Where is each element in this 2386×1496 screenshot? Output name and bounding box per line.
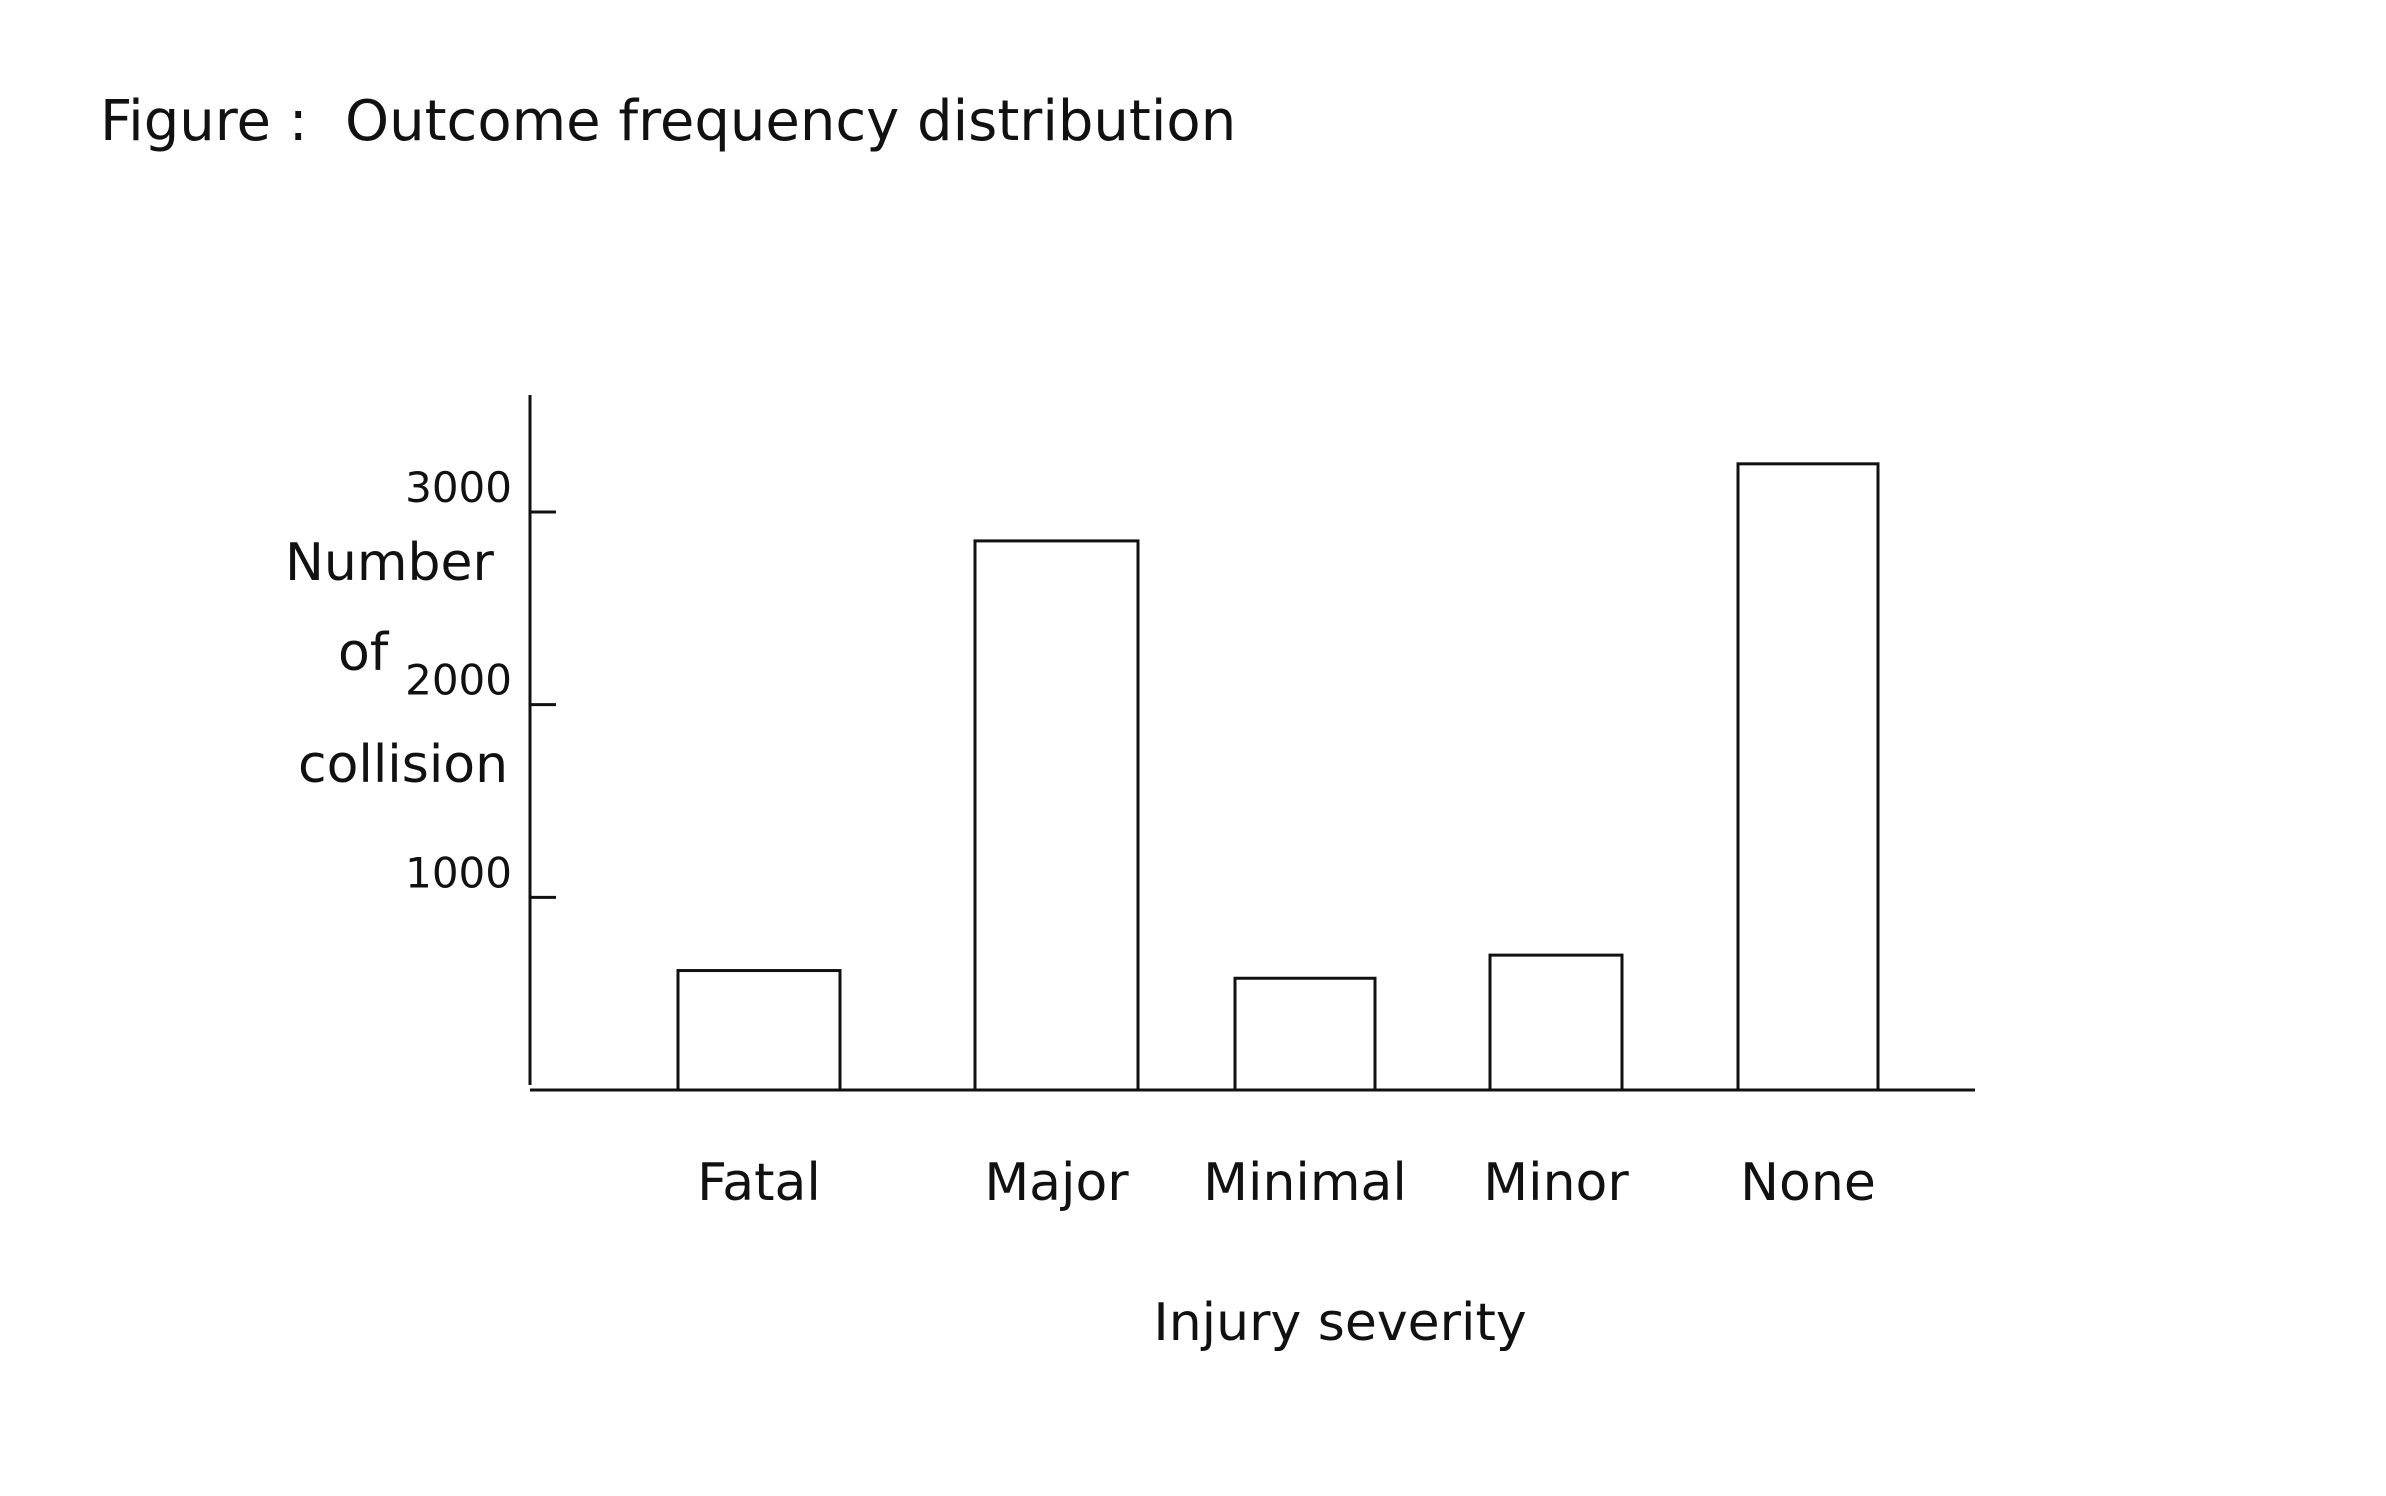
- y-tick-label: 1000: [405, 848, 512, 897]
- axes: [528, 395, 1975, 1092]
- y-axis-label-line: collision: [298, 735, 508, 795]
- bar-fatal: [676, 969, 842, 1092]
- category-label-none: None: [1740, 1153, 1876, 1213]
- y-tick-label: 3000: [405, 463, 512, 512]
- chart-title: Outcome frequency distribution: [345, 89, 1236, 154]
- category-label-minimal: Minimal: [1203, 1153, 1407, 1213]
- bar-minimal: [1233, 976, 1377, 1092]
- y-tick-label: 2000: [405, 656, 512, 705]
- category-labels: Fatal Major Minimal Minor None: [697, 1153, 1876, 1213]
- y-axis-label-line: of: [338, 623, 390, 683]
- bar-major: [973, 539, 1140, 1092]
- bar-none: [1736, 462, 1880, 1092]
- bars: [676, 462, 1880, 1092]
- x-axis-label: Injury severity: [1153, 1293, 1526, 1353]
- category-label-major: Major: [984, 1153, 1129, 1213]
- figure-prefix: Figure :: [100, 89, 308, 154]
- bar-minor: [1488, 953, 1624, 1092]
- y-ticks: 1000 2000 3000: [405, 463, 556, 899]
- category-label-fatal: Fatal: [697, 1153, 821, 1213]
- figure-title: Figure : Outcome frequency distribution: [100, 89, 1236, 154]
- y-axis-label-line: Number: [285, 533, 495, 593]
- y-axis-label: Number of collision: [285, 533, 508, 795]
- category-label-minor: Minor: [1483, 1153, 1629, 1213]
